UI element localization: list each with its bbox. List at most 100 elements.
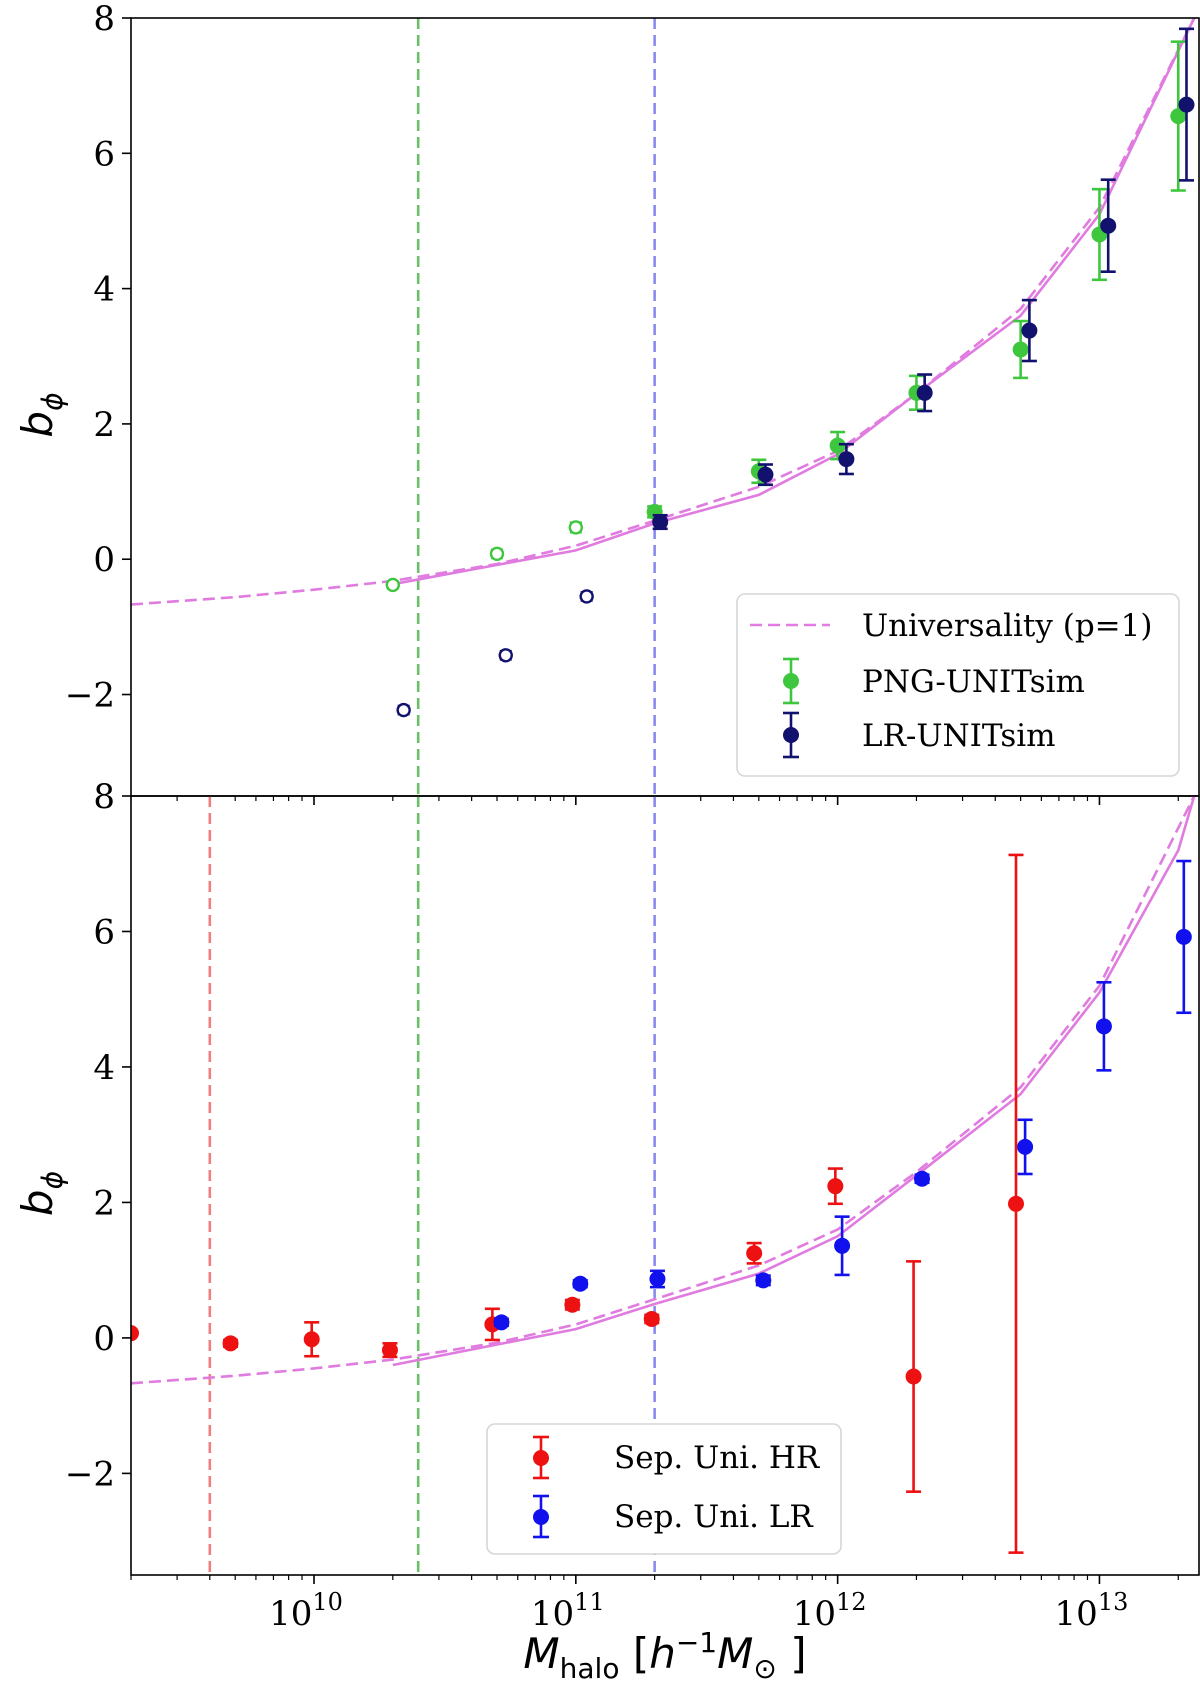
curve-dashed-0 [131, 796, 1196, 1385]
data-point [913, 1170, 930, 1187]
legend-label: PNG-UNITsim [862, 664, 1085, 700]
x-axis-label-part: M [717, 1629, 753, 1678]
axes-frame [130, 795, 1200, 1576]
data-point-open [489, 546, 505, 562]
x-tick-label-base: 10 [793, 1594, 836, 1634]
legend-label: Sep. Uni. HR [614, 1440, 821, 1476]
data-point [493, 1314, 510, 1331]
legend-label: Universality (p=1) [862, 608, 1152, 644]
data-point [838, 451, 855, 468]
data-point [829, 437, 846, 454]
x-tick-label: 1012 [793, 1588, 867, 1634]
data-point-open [568, 520, 584, 535]
curve-solid-1 [392, 18, 1196, 586]
legend-label: LR-UNITsim [862, 718, 1056, 754]
data-point [1178, 96, 1195, 113]
series-lr-unitsim [652, 27, 1195, 531]
data-point-open [579, 589, 594, 604]
y-tick-label: 4 [93, 1048, 115, 1088]
x-tick-label: 1011 [531, 1588, 605, 1634]
data-point [1007, 1195, 1024, 1212]
data-point [303, 1331, 320, 1348]
data-point [746, 1245, 763, 1262]
x-axis-label-part: [ [619, 1629, 649, 1678]
data-point [757, 466, 774, 483]
data-point [755, 1272, 772, 1289]
plot-area [131, 18, 1196, 796]
data-point [1012, 341, 1029, 358]
y-tick-label: 0 [93, 1319, 115, 1359]
data-point [222, 1335, 239, 1352]
x-tick-label: 1010 [269, 1588, 343, 1634]
legend-frame [736, 593, 1180, 777]
legend-marker [783, 673, 799, 689]
data-point [834, 1237, 851, 1254]
x-tick-label-exponent: 12 [836, 1588, 867, 1616]
data-point [652, 514, 669, 531]
series-png-unitsim [646, 40, 1187, 520]
y-tick-label: −2 [65, 1454, 115, 1494]
data-point [1175, 928, 1192, 945]
y-tick-label: 8 [93, 777, 115, 817]
legend-label: Sep. Uni. LR [614, 1499, 814, 1535]
series-sep-uni-hr [131, 853, 1024, 1554]
x-tick-label-base: 10 [269, 1594, 312, 1634]
legend-marker [533, 1450, 549, 1466]
x-tick-label-exponent: 11 [574, 1588, 605, 1616]
y-tick-label: 2 [93, 405, 115, 445]
y-tick-label: 6 [93, 134, 115, 174]
y-tick-label: 0 [93, 540, 115, 580]
x-tick-label-exponent: 13 [1098, 1588, 1129, 1616]
x-tick-label-base: 10 [531, 1594, 574, 1634]
x-axis-label-part: −1 [676, 1626, 717, 1659]
data-point-open [396, 702, 411, 718]
series-open-3 [396, 589, 594, 718]
legend: Sep. Uni. HR Sep. Uni. LR [486, 1423, 842, 1555]
data-point [564, 1296, 581, 1313]
x-axis-label: Mhalo [h−1M⊙ ] [523, 1626, 806, 1682]
data-point [1021, 322, 1038, 339]
y-axis-label: bϕ [13, 392, 69, 437]
data-point-open [498, 648, 513, 663]
legend-frame [486, 1423, 842, 1555]
y-axis-label-subscript: ϕ [36, 392, 69, 410]
x-tick-label-base: 10 [1055, 1594, 1098, 1634]
x-axis-label-part: h [649, 1629, 676, 1678]
x-axis-label-part: ] [777, 1629, 807, 1678]
data-point [131, 1325, 139, 1342]
data-point [1095, 1018, 1112, 1035]
data-point [643, 1310, 660, 1327]
data-point [381, 1342, 398, 1359]
legend: Universality (p=1) PNG-UNITsim LR-UNITsim [736, 593, 1180, 777]
curve-solid-1 [392, 796, 1196, 1367]
data-point [649, 1270, 666, 1287]
y-tick-label: 6 [93, 912, 115, 952]
x-axis-label-part: halo [560, 1652, 620, 1682]
x-axis-label-part: M [523, 1629, 559, 1678]
plot-area [131, 796, 1196, 1575]
y-tick-label: 4 [93, 270, 115, 310]
y-axis-label-symbol: b [13, 411, 62, 438]
x-axis-label-part: ⊙ [753, 1652, 776, 1682]
data-point-open [385, 577, 401, 593]
data-point [827, 1178, 844, 1195]
y-axis-label: bϕ [13, 1171, 69, 1216]
series-open-1 [385, 520, 584, 593]
y-axis-label-symbol: b [13, 1189, 62, 1216]
series-sep-uni-lr [493, 859, 1192, 1331]
data-point [905, 1368, 922, 1385]
data-point [1100, 217, 1117, 234]
legend-marker [533, 1509, 549, 1525]
x-tick-label-exponent: 10 [312, 1588, 343, 1616]
y-axis-label-subscript: ϕ [36, 1171, 69, 1189]
data-point [1017, 1138, 1034, 1155]
data-point [916, 384, 933, 401]
legend-marker [783, 727, 799, 743]
panel-top: −2 0 2 4 6 8 bϕ Universality (p=1) PNG-UNITsim LR… [13, 0, 1200, 805]
y-tick-label: 2 [93, 1183, 115, 1223]
data-point [1170, 108, 1187, 125]
y-tick-label: −2 [65, 676, 115, 716]
x-tick-label: 1013 [1055, 1588, 1129, 1634]
